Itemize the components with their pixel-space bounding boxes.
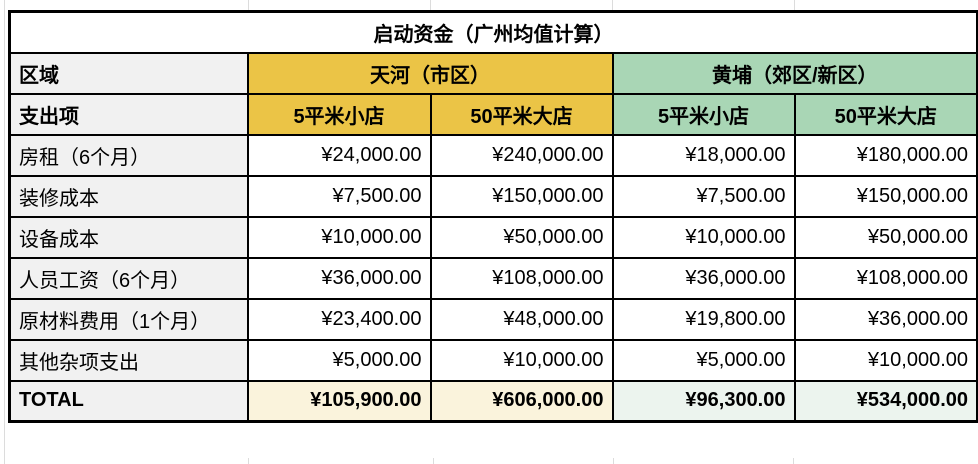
cell-value[interactable]: ¥36,000.00 — [611, 256, 796, 300]
cell-row-label[interactable]: 房租（6个月） — [8, 133, 249, 177]
sheet-gridline — [248, 458, 249, 464]
cell-expense-label[interactable]: 支出项 — [8, 92, 249, 136]
cell-total-value[interactable]: ¥534,000.00 — [793, 379, 978, 423]
cell-value[interactable]: ¥5,000.00 — [611, 338, 796, 382]
cell-value[interactable]: ¥108,000.00 — [429, 256, 614, 300]
cell-value[interactable]: ¥10,000.00 — [793, 338, 978, 382]
sheet-gridline — [612, 0, 613, 10]
cell-row-label[interactable]: 设备成本 — [8, 215, 249, 259]
cell-value[interactable]: ¥10,000.00 — [246, 215, 432, 259]
sheet-gridline — [613, 458, 614, 464]
cell-row-label[interactable]: 原材料费用（1个月） — [8, 297, 249, 341]
cell-value[interactable]: ¥50,000.00 — [429, 215, 614, 259]
cell-value[interactable]: ¥7,500.00 — [611, 174, 796, 218]
cell-store-col[interactable]: 5平米小店 — [611, 92, 796, 136]
cell-row-label[interactable]: 其他杂项支出 — [8, 338, 249, 382]
cell-store-col[interactable]: 5平米小店 — [246, 92, 432, 136]
cell-value[interactable]: ¥150,000.00 — [429, 174, 614, 218]
cell-store-col[interactable]: 50平米大店 — [793, 92, 978, 136]
cell-value[interactable]: ¥24,000.00 — [246, 133, 432, 177]
table-row: 原材料费用（1个月） ¥23,400.00 ¥48,000.00 ¥19,800… — [8, 297, 978, 341]
cell-value[interactable]: ¥19,800.00 — [611, 297, 796, 341]
region-header-row: 区域 天河（市区） 黄埔（郊区/新区） — [8, 51, 978, 95]
table-row: 房租（6个月） ¥24,000.00 ¥240,000.00 ¥18,000.0… — [8, 133, 978, 177]
cell-huangpu-header[interactable]: 黄埔（郊区/新区） — [611, 51, 978, 95]
cell-value[interactable]: ¥48,000.00 — [429, 297, 614, 341]
cell-value[interactable]: ¥10,000.00 — [611, 215, 796, 259]
cell-value[interactable]: ¥18,000.00 — [611, 133, 796, 177]
cell-value[interactable]: ¥180,000.00 — [793, 133, 978, 177]
cell-value[interactable]: ¥36,000.00 — [793, 297, 978, 341]
cell-row-label[interactable]: 人员工资（6个月） — [8, 256, 249, 300]
sheet-gridline — [793, 458, 794, 464]
sheet-gridline — [248, 0, 249, 10]
table-row: 装修成本 ¥7,500.00 ¥150,000.00 ¥7,500.00 ¥15… — [8, 174, 978, 218]
cell-total-value[interactable]: ¥105,900.00 — [246, 379, 432, 423]
table-title[interactable]: 启动资金（广州均值计算） — [8, 10, 978, 54]
cell-value[interactable]: ¥5,000.00 — [246, 338, 432, 382]
cell-value[interactable]: ¥240,000.00 — [429, 133, 614, 177]
cell-row-label[interactable]: 装修成本 — [8, 174, 249, 218]
sheet-gridline — [430, 0, 431, 10]
startup-capital-table: 启动资金（广州均值计算） 区域 天河（市区） 黄埔（郊区/新区） 支出项 5平米… — [8, 10, 978, 423]
cell-value[interactable]: ¥150,000.00 — [793, 174, 978, 218]
cell-total-label[interactable]: TOTAL — [8, 379, 249, 423]
cell-total-value[interactable]: ¥96,300.00 — [611, 379, 796, 423]
sheet-gridline — [4, 0, 5, 464]
sheet-gridline — [433, 458, 434, 464]
sheet-gridline — [794, 0, 795, 10]
cell-tianhe-header[interactable]: 天河（市区） — [246, 51, 614, 95]
cell-value[interactable]: ¥50,000.00 — [793, 215, 978, 259]
cell-value[interactable]: ¥108,000.00 — [793, 256, 978, 300]
total-row: TOTAL ¥105,900.00 ¥606,000.00 ¥96,300.00… — [8, 379, 978, 423]
cell-region-label[interactable]: 区域 — [8, 51, 249, 95]
table-row: 设备成本 ¥10,000.00 ¥50,000.00 ¥10,000.00 ¥5… — [8, 215, 978, 259]
cell-value[interactable]: ¥10,000.00 — [429, 338, 614, 382]
cell-value[interactable]: ¥7,500.00 — [246, 174, 432, 218]
cell-value[interactable]: ¥36,000.00 — [246, 256, 432, 300]
store-size-header-row: 支出项 5平米小店 50平米大店 5平米小店 50平米大店 — [8, 92, 978, 136]
title-row: 启动资金（广州均值计算） — [8, 10, 978, 54]
table-row: 其他杂项支出 ¥5,000.00 ¥10,000.00 ¥5,000.00 ¥1… — [8, 338, 978, 382]
cell-value[interactable]: ¥23,400.00 — [246, 297, 432, 341]
cell-store-col[interactable]: 50平米大店 — [429, 92, 614, 136]
cell-total-value[interactable]: ¥606,000.00 — [429, 379, 614, 423]
table-row: 人员工资（6个月） ¥36,000.00 ¥108,000.00 ¥36,000… — [8, 256, 978, 300]
